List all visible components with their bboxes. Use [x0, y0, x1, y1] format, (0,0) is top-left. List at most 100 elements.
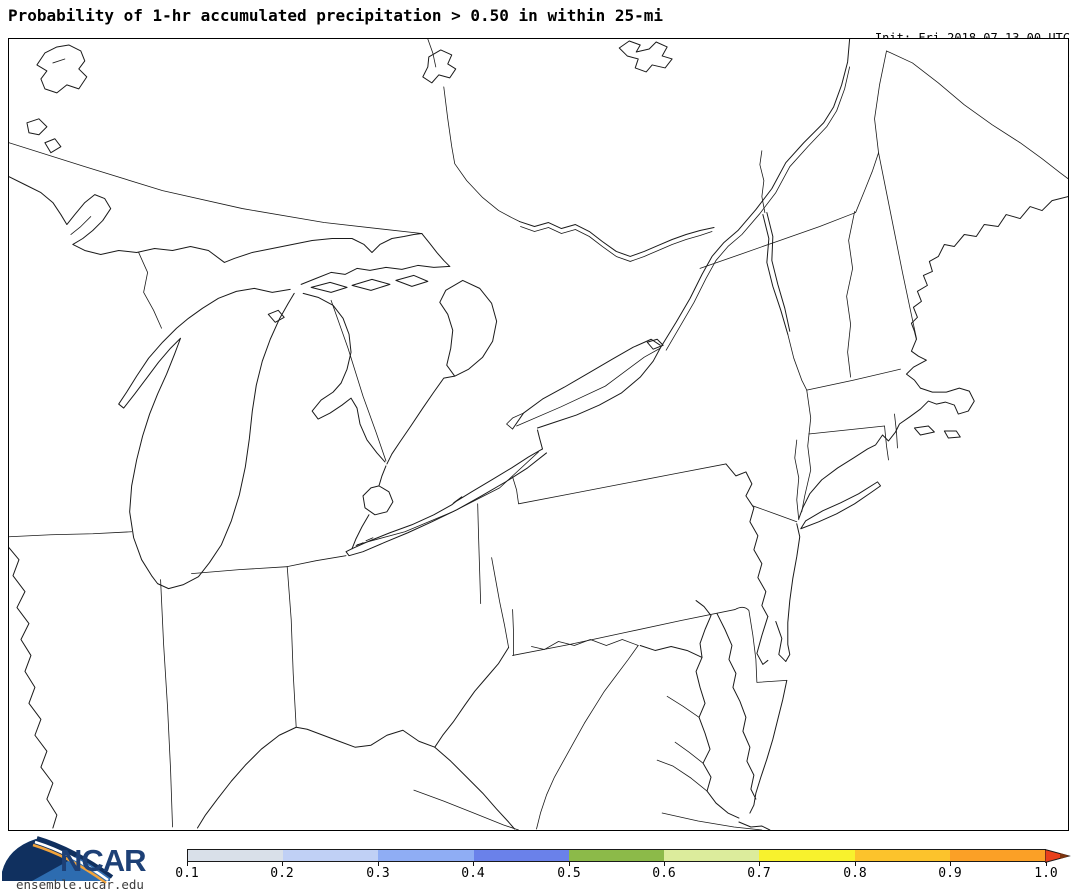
maine-coast: [910, 196, 1068, 340]
colorbar-segment-3: [378, 850, 474, 861]
cape-cod: [894, 387, 975, 433]
border-ct-ri: [884, 425, 889, 461]
border-wv-va: [536, 645, 639, 830]
lake-huron-ontario-shore: [386, 375, 456, 465]
border-ma-north: [806, 368, 901, 391]
colorbar-segment-8: [854, 850, 950, 861]
lake-michigan: [118, 287, 295, 590]
mississippi-river: [9, 547, 58, 829]
border-ny-east: [801, 389, 812, 513]
colorbar-segment-4: [473, 850, 569, 861]
lake-erie-south-shore: [345, 452, 547, 557]
colorbar-tick: [473, 862, 474, 866]
colorbar-label: 0.7: [747, 866, 771, 881]
colorbar-segment-1: [188, 850, 284, 861]
colorbar-label: 0.2: [270, 866, 294, 881]
colorbar-tick: [569, 862, 570, 866]
site-url: ensemble.ucar.edu: [16, 877, 144, 892]
border-md-wv-potomac: [531, 639, 639, 650]
colorbar-label: 0.6: [652, 866, 676, 881]
outline-map: [9, 39, 1068, 830]
colorbar-label: 0.9: [938, 866, 962, 881]
lake-st-clair: [362, 485, 394, 516]
delmarva-atlantic-coast: [749, 679, 788, 814]
border-vt-nh: [846, 211, 856, 378]
colorbar-segment-7: [759, 850, 855, 861]
border-me-north: [886, 50, 1068, 180]
border-canada-lake-erie: [356, 451, 539, 546]
marthas-vineyard: [913, 425, 935, 436]
york-river: [674, 741, 704, 764]
colorbar-tick: [378, 862, 379, 866]
probability-colorbar: 0.1 0.2 0.3 0.4 0.5 0.6 0.7 0.8 0.9 1.0: [175, 849, 1077, 891]
map-rivers: [9, 39, 851, 830]
keweenaw-bay: [70, 216, 92, 235]
ncar-wordmark: NCAR: [60, 843, 147, 878]
hudson-river: [794, 439, 800, 521]
border-canada-lake-ontario: [516, 347, 661, 427]
border-ky-va: [413, 789, 519, 830]
lake-nipissing: [618, 40, 673, 73]
lake-champlain-east-shore: [766, 212, 791, 332]
colorbar-arrow-icon: [1045, 849, 1071, 863]
michigan-mitten-huron-shore: [302, 292, 386, 463]
georgian-bay: [439, 279, 498, 377]
colorbar-tick: [950, 862, 951, 866]
border-45th-parallel: [699, 212, 857, 269]
lake-timiskaming: [422, 49, 457, 84]
colorbar-label: 0.3: [366, 866, 390, 881]
manitoulin-islands: [310, 274, 429, 293]
lake-superior-shore: [9, 176, 423, 263]
st-lawrence-far-bank: [665, 66, 851, 351]
lake-ontario-south-shore: [537, 347, 661, 429]
border-ny-pa: [512, 463, 727, 505]
nj-coast: [785, 523, 801, 662]
colorbar-tick: [282, 862, 283, 866]
wolfe-island: [646, 338, 664, 350]
st-clair-river: [378, 465, 387, 487]
colorbar-label: 0.1: [175, 866, 199, 881]
ottawa-river-far-bank: [520, 226, 713, 262]
colorbar-segment-9: [949, 850, 1045, 861]
colorbar-tick: [1046, 862, 1047, 866]
potomac-river: [639, 644, 703, 658]
border-nj-ny: [752, 505, 798, 523]
nantucket: [943, 430, 961, 439]
ri-ct-coast: [798, 431, 896, 520]
border-in-mi: [191, 566, 288, 575]
border-mason-dixon: [512, 609, 736, 656]
ohio-river: [196, 646, 510, 829]
susquehanna-river: [695, 600, 712, 617]
map-borders: [9, 39, 1068, 830]
colorbar-tick: [759, 862, 760, 866]
border-canada-lake-huron: [330, 299, 387, 462]
ottawa-river: [519, 221, 715, 257]
colorbar-label: 0.5: [557, 866, 581, 881]
st-marys-river: [421, 233, 451, 267]
long-island: [800, 481, 882, 530]
colorbar-tick: [664, 862, 665, 866]
detroit-river: [351, 514, 370, 550]
rappahannock-river: [666, 695, 700, 718]
border-canada-lake-superior: [9, 142, 423, 234]
richelieu-river: [759, 150, 766, 213]
niagara-river: [537, 429, 543, 450]
colorbar-label: 1.0: [1034, 866, 1058, 881]
border-ma-ct: [808, 425, 885, 435]
colorbar-segment-2: [283, 850, 379, 861]
colorbar-label: 0.8: [843, 866, 867, 881]
colorbar-segment-5: [568, 850, 665, 861]
apostle-islands: [26, 118, 62, 154]
colorbar-segment-6: [664, 850, 760, 861]
lake-erie-north-shore: [351, 448, 543, 550]
ncar-logo: NCAR ensemble.ucar.edu: [2, 836, 172, 894]
beaver-island: [267, 309, 285, 323]
border-wv-panhandle: [491, 557, 514, 656]
lake-ontario-north-shore: [512, 338, 661, 430]
logo-edge-navy: [36, 836, 114, 879]
border-ny-vt-south: [787, 333, 808, 391]
delaware-bay: [756, 616, 787, 665]
border-in-oh: [286, 566, 297, 728]
chesapeake-bay-east-shore: [716, 613, 757, 800]
